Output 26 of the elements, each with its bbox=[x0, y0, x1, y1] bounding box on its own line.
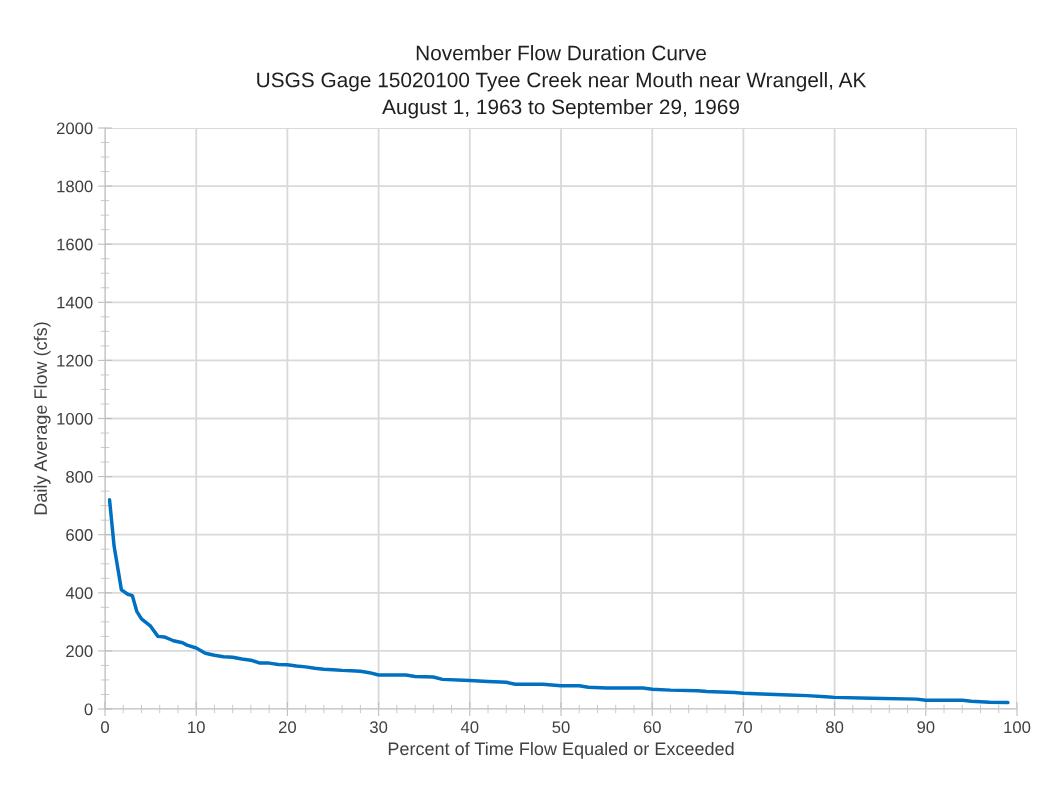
y-tick-label: 1000 bbox=[57, 412, 93, 425]
x-tick-label: 10 bbox=[188, 721, 205, 734]
x-tick-label: 0 bbox=[101, 721, 109, 734]
y-tick-label: 1200 bbox=[57, 354, 93, 367]
x-axis-title: Percent of Time Flow Equaled or Exceeded bbox=[388, 741, 734, 759]
y-tick-label: 400 bbox=[65, 587, 93, 599]
y-tick-label: 1400 bbox=[57, 296, 93, 309]
x-tick-label: 80 bbox=[826, 721, 844, 734]
x-tick-label: 20 bbox=[278, 721, 297, 734]
x-tick-label: 30 bbox=[369, 721, 388, 734]
y-tick-label: 1800 bbox=[57, 180, 93, 193]
line-series bbox=[107, 498, 1010, 705]
y-tick-label: 800 bbox=[66, 471, 93, 483]
chart-title: November Flow Duration Curve USGS Gage 15020100 Tyee Creek near Mouth near Wrangell, AK August 1, 1963 to September 29, 1969 bbox=[257, 45, 867, 119]
x-tick-label: 90 bbox=[917, 721, 935, 734]
y-tick-label: 200 bbox=[66, 645, 93, 658]
y-tick-label: 2000 bbox=[56, 122, 93, 135]
y-tick-label: 1600 bbox=[57, 238, 93, 251]
x-tick-label: 50 bbox=[552, 721, 570, 734]
y-tick-label: 0 bbox=[84, 703, 93, 716]
x-tick-label: 60 bbox=[643, 721, 661, 734]
x-tick-label: 100 bbox=[1004, 721, 1031, 734]
y-tick-label: 600 bbox=[66, 529, 93, 541]
x-tick-label: 70 bbox=[734, 721, 753, 734]
x-tick-label: 40 bbox=[460, 721, 479, 734]
y-axis-title: Daily Average Flow (cfs) bbox=[33, 322, 51, 515]
